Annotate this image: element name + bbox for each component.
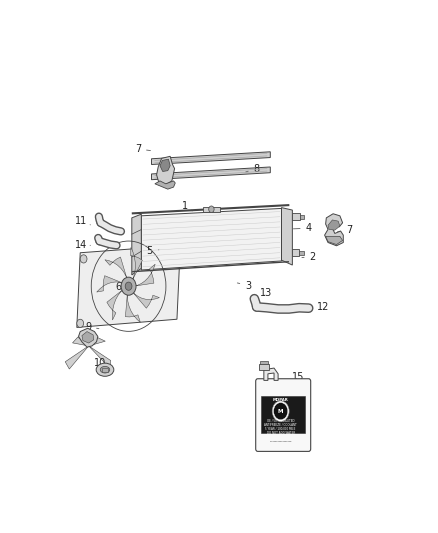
- Bar: [293, 249, 299, 256]
- Circle shape: [125, 282, 132, 290]
- Text: 1: 1: [182, 200, 192, 211]
- Bar: [259, 364, 269, 370]
- Polygon shape: [77, 245, 180, 327]
- Bar: [203, 207, 220, 212]
- Text: 15: 15: [292, 372, 305, 382]
- Bar: [261, 395, 305, 433]
- Text: 5 YEAR / 100,000 MILE: 5 YEAR / 100,000 MILE: [265, 427, 296, 431]
- Circle shape: [273, 402, 288, 420]
- Polygon shape: [65, 346, 88, 369]
- Text: 7: 7: [135, 144, 150, 154]
- Polygon shape: [97, 276, 124, 292]
- Polygon shape: [282, 207, 293, 265]
- Polygon shape: [155, 181, 175, 189]
- Text: 11: 11: [75, 216, 90, 226]
- Text: 14: 14: [75, 240, 90, 251]
- Text: 9: 9: [85, 321, 99, 332]
- Polygon shape: [328, 220, 340, 230]
- Polygon shape: [325, 236, 343, 245]
- Text: 10: 10: [95, 358, 107, 368]
- Ellipse shape: [96, 363, 114, 376]
- Polygon shape: [78, 328, 98, 347]
- Bar: [293, 213, 300, 221]
- Polygon shape: [131, 247, 142, 281]
- Polygon shape: [152, 167, 270, 180]
- Polygon shape: [156, 156, 175, 185]
- Text: DO NOT ADD WATER: DO NOT ADD WATER: [267, 431, 295, 435]
- Polygon shape: [107, 289, 124, 320]
- Polygon shape: [160, 159, 170, 172]
- Text: M: M: [278, 409, 283, 414]
- Text: 7: 7: [338, 225, 353, 235]
- Circle shape: [121, 277, 136, 295]
- Text: 12: 12: [309, 302, 329, 312]
- Polygon shape: [264, 368, 278, 381]
- FancyBboxPatch shape: [256, 379, 311, 451]
- Circle shape: [80, 255, 87, 263]
- Polygon shape: [82, 332, 94, 343]
- Text: 4: 4: [293, 223, 312, 233]
- Text: OE / 50 PREDILUTED: OE / 50 PREDILUTED: [267, 419, 294, 423]
- Polygon shape: [132, 291, 159, 308]
- Bar: [299, 251, 304, 255]
- Text: ─────────────────: ─────────────────: [270, 441, 291, 442]
- Polygon shape: [88, 337, 105, 346]
- Text: ANTIFREEZE / COOLANT: ANTIFREEZE / COOLANT: [264, 423, 297, 427]
- Polygon shape: [73, 337, 88, 346]
- Bar: [261, 361, 268, 364]
- Polygon shape: [325, 214, 343, 246]
- Text: 6: 6: [116, 282, 128, 292]
- Polygon shape: [105, 257, 127, 280]
- Bar: [102, 368, 108, 372]
- Polygon shape: [134, 264, 155, 286]
- Circle shape: [208, 206, 214, 213]
- Ellipse shape: [100, 366, 110, 373]
- Text: 13: 13: [260, 288, 272, 297]
- Text: MOPAR: MOPAR: [273, 398, 289, 402]
- Polygon shape: [141, 208, 282, 270]
- Circle shape: [272, 401, 289, 422]
- Text: 8: 8: [246, 164, 260, 174]
- Polygon shape: [132, 214, 141, 275]
- Bar: [300, 215, 304, 219]
- Polygon shape: [88, 346, 111, 369]
- Text: 2: 2: [302, 252, 316, 262]
- Polygon shape: [125, 292, 141, 322]
- Polygon shape: [152, 152, 270, 165]
- Circle shape: [77, 319, 84, 327]
- Text: 3: 3: [237, 280, 251, 290]
- Text: 5: 5: [147, 246, 159, 256]
